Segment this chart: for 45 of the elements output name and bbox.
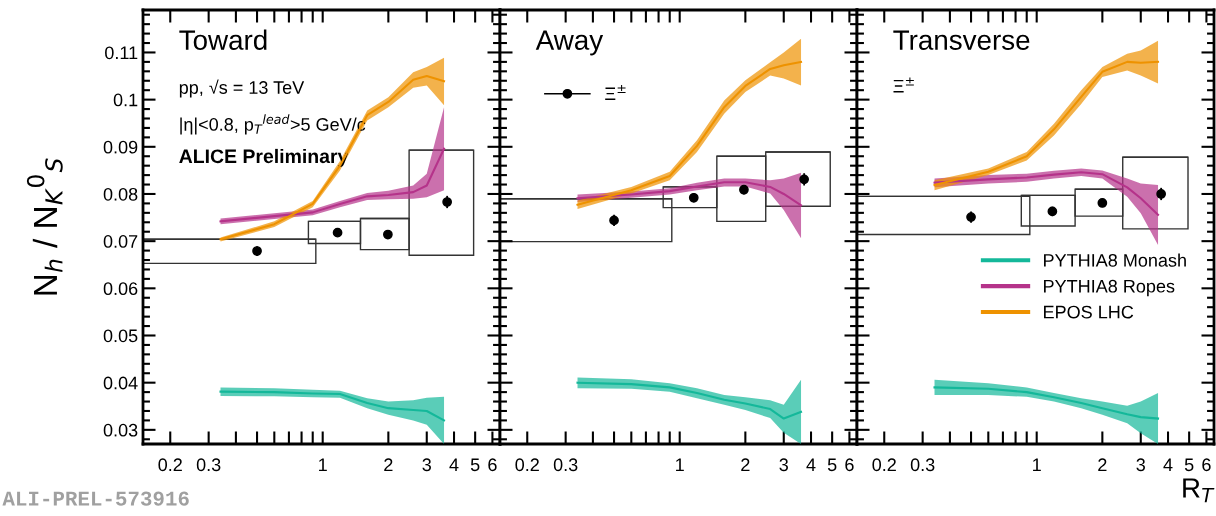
x-tick-label: 4 xyxy=(1163,458,1173,471)
text: Toward xyxy=(179,29,267,50)
x-tick-label: 6 xyxy=(845,458,854,472)
y-tick-label: 0.08 xyxy=(103,187,138,201)
x-tick-label: 6 xyxy=(1202,458,1211,472)
x-tick-label: 3 xyxy=(422,458,431,472)
text: Transverse xyxy=(893,30,1030,50)
legend-label: PYTHIA8 Monash xyxy=(1044,253,1186,267)
x-tick-label: 3 xyxy=(779,458,788,472)
text: ALI-PREL-573916 xyxy=(2,491,189,506)
x-tick-label: 6 xyxy=(488,458,497,472)
y-tick-label: 0.11 xyxy=(105,46,138,60)
x-tick-label: 0.3 xyxy=(196,458,221,472)
x-axis-title: R$_{T}$ xyxy=(1183,478,1215,503)
annotation: pp, √s = 13 TeV xyxy=(179,79,305,98)
x-tick-label: 0.2 xyxy=(158,458,182,472)
y-tick-label: 0.05 xyxy=(103,329,138,343)
text: Away xyxy=(535,30,604,56)
y-tick-label: 0.04 xyxy=(103,376,138,390)
x-tick-label: 1 xyxy=(319,458,327,471)
x-tick-label: 0.2 xyxy=(515,458,539,472)
x-tick-label: 0.2 xyxy=(872,458,896,472)
x-tick-label: 5 xyxy=(827,458,837,472)
y-tick-label: 0.06 xyxy=(103,282,138,296)
x-tick-label: 4 xyxy=(449,458,459,471)
x-tick-label: 1 xyxy=(1033,458,1041,471)
x-tick-label: 0.3 xyxy=(910,458,935,472)
x-tick-label: 3 xyxy=(1136,458,1145,472)
annotation: Ξ$^{±}$ xyxy=(893,77,914,93)
x-tick-label: 5 xyxy=(1184,458,1194,472)
y-tick-label: 0.07 xyxy=(103,235,138,248)
x-tick-label: 2 xyxy=(741,458,750,471)
legend-label: Ξ$^{±}$ xyxy=(605,85,626,100)
x-tick-label: 2 xyxy=(384,458,393,471)
x-tick-label: 0.3 xyxy=(553,458,578,472)
x-tick-label: 1 xyxy=(676,458,684,471)
y-tick-label: 0.03 xyxy=(103,423,138,437)
y-axis-title: N$_{h}$ / N$_{K}$$^{0}$$_{S}$ xyxy=(26,158,63,295)
x-tick-label: 4 xyxy=(806,458,816,471)
y-tick-label: 0.1 xyxy=(113,93,138,107)
legend-label: EPOS LHC xyxy=(1044,305,1134,319)
x-tick-label: 5 xyxy=(470,458,480,472)
x-tick-label: 2 xyxy=(1098,458,1107,471)
legend-label: PYTHIA8 Ropes xyxy=(1044,279,1175,297)
y-tick-label: 0.09 xyxy=(103,140,138,154)
